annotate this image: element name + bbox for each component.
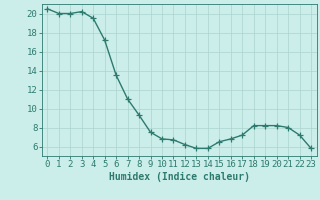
X-axis label: Humidex (Indice chaleur): Humidex (Indice chaleur) <box>109 172 250 182</box>
